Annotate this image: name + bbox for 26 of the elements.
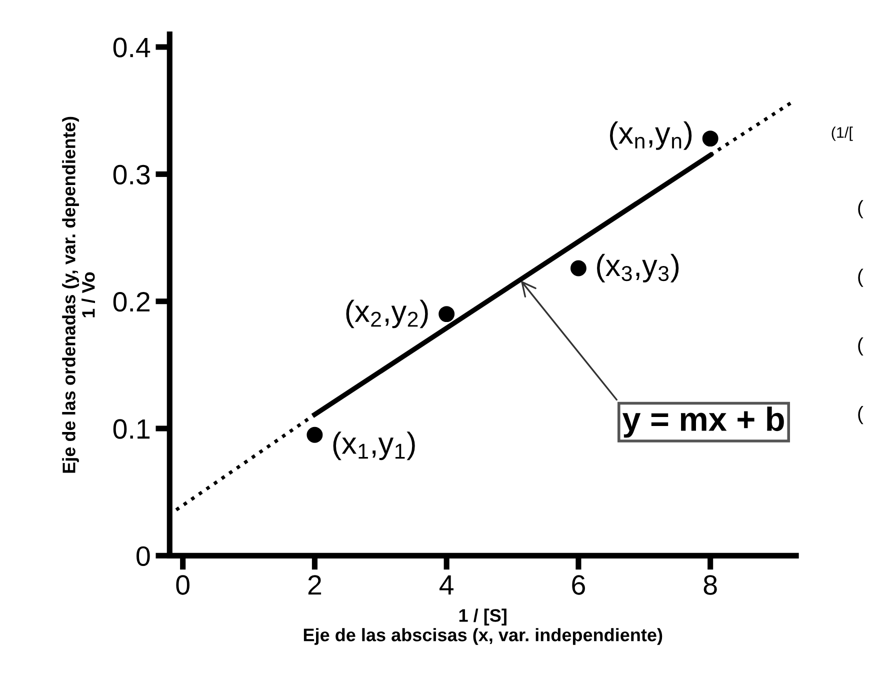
x-tick-label: 8 bbox=[704, 575, 717, 595]
annotation: (x$_{2}$,y$_{2}$) bbox=[346, 300, 428, 328]
y-tick-label: 0.1 bbox=[113, 419, 150, 439]
x-tick-label: 6 bbox=[572, 575, 585, 595]
annotation: y = mx + b bbox=[622, 406, 784, 438]
x-tick-label: 2 bbox=[308, 575, 322, 595]
x-tick-label: 4 bbox=[440, 575, 454, 595]
annotation: (x$_{n}$,y$_{n}$) bbox=[610, 121, 692, 150]
annotation: (x$_{1}$,y$_{1}$) bbox=[333, 432, 415, 460]
y-axis-title: Eje de las ordenadas (y, var. dependiente) 1 / Vo bbox=[62, 116, 96, 473]
annotation: (x$_{3}$,y$_{3}$) bbox=[597, 254, 679, 282]
point bbox=[306, 426, 323, 443]
text: ( bbox=[858, 200, 864, 218]
text: ( bbox=[858, 406, 864, 424]
x-tick-label: 0 bbox=[176, 575, 190, 595]
text: ( bbox=[858, 337, 864, 356]
y-tick-label: 0.3 bbox=[113, 164, 150, 185]
y-tick-label: 0.2 bbox=[113, 292, 150, 312]
y-tick-label: 0 bbox=[136, 546, 150, 566]
x-axis-title: 1 / [S] Eje de las abscisas (x, var. independiente) bbox=[304, 608, 662, 645]
point bbox=[570, 260, 586, 276]
y-tick-label: 0.4 bbox=[113, 38, 150, 58]
point bbox=[438, 306, 455, 322]
point bbox=[702, 130, 718, 147]
text: (1/[ bbox=[832, 126, 853, 141]
text: ( bbox=[858, 268, 864, 287]
